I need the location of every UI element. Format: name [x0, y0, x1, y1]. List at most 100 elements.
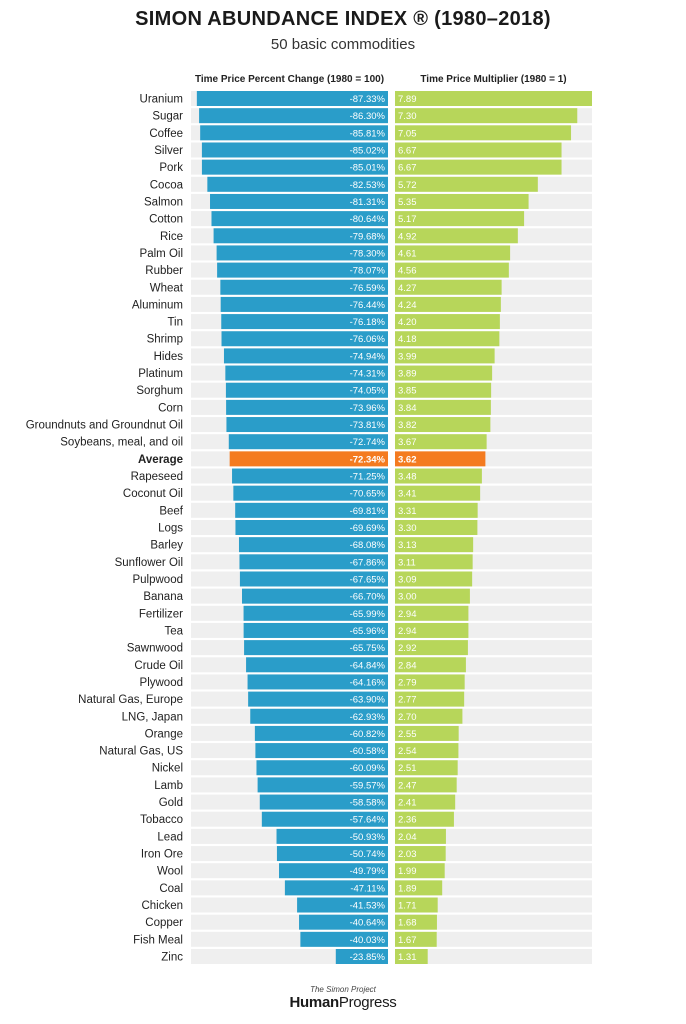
category-label: Lamb: [154, 780, 183, 792]
percent-change-label: -74.05%: [350, 386, 386, 397]
percent-change-bar: [256, 760, 388, 776]
category-label: Tea: [164, 625, 183, 637]
multiplier-bar: [395, 245, 511, 261]
percent-change-label: -40.64%: [350, 918, 386, 929]
percent-change-bar: [221, 331, 388, 347]
multiplier-track: [395, 914, 592, 930]
multiplier-bar: [395, 777, 457, 793]
multiplier-label: 3.89: [398, 369, 417, 380]
multiplier-label: 2.55: [398, 729, 417, 740]
multiplier-track: [395, 949, 592, 964]
multiplier-bar: [395, 554, 473, 570]
multiplier-label: 2.70: [398, 712, 417, 723]
multiplier-label: 1.67: [398, 935, 417, 946]
percent-change-bar: [254, 725, 388, 741]
multiplier-label: 2.47: [398, 780, 417, 791]
percent-change-label: -74.94%: [350, 351, 386, 362]
percent-change-bar: [225, 365, 388, 381]
category-label: Pulpwood: [132, 574, 183, 586]
percent-change-bar: [225, 382, 388, 398]
percent-change-label: -40.03%: [350, 935, 386, 946]
multiplier-label: 1.68: [398, 918, 417, 929]
multiplier-bar: [395, 279, 502, 295]
category-label: Hides: [154, 351, 184, 363]
percent-change-label: -58.58%: [350, 798, 386, 809]
category-label: Tin: [167, 317, 183, 329]
category-label: Barley: [150, 540, 183, 552]
category-label: Pork: [159, 162, 183, 174]
percent-change-label: -79.68%: [350, 231, 386, 242]
multiplier-bar: [395, 622, 469, 638]
percent-change-bar: [243, 605, 388, 621]
percent-change-bar: [257, 777, 388, 793]
category-label: Coconut Oil: [123, 488, 183, 500]
multiplier-bar: [395, 725, 459, 741]
multiplier-label: 7.30: [398, 111, 417, 122]
percent-change-bar: [239, 554, 388, 570]
percent-change-bar: [220, 279, 388, 295]
percent-change-bar: [284, 880, 388, 896]
multiplier-label: 5.35: [398, 197, 417, 208]
multiplier-bar: [395, 193, 529, 209]
multiplier-bar: [395, 811, 454, 827]
multiplier-bar: [395, 674, 465, 690]
percent-change-bar: [276, 828, 388, 844]
percent-change-label: -67.65%: [350, 574, 386, 585]
multiplier-bar: [395, 176, 538, 192]
category-label: Gold: [159, 797, 183, 809]
multiplier-bar: [395, 537, 474, 553]
percent-change-label: -74.31%: [350, 369, 386, 380]
category-label: Rice: [160, 231, 183, 243]
multiplier-bar: [395, 520, 478, 535]
category-label: Logs: [158, 523, 183, 535]
category-label: Nickel: [152, 763, 183, 775]
percent-change-bar: [243, 622, 388, 638]
percent-change-bar: [196, 91, 388, 106]
percent-change-bar: [228, 434, 388, 450]
percent-change-label: -47.11%: [350, 883, 385, 894]
percent-change-label: -85.02%: [350, 145, 386, 156]
category-label: Uranium: [140, 94, 183, 106]
multiplier-bar: [395, 502, 478, 518]
category-label: Fish Meal: [133, 934, 183, 946]
multiplier-bar: [395, 949, 428, 964]
percent-change-bar: [235, 502, 388, 518]
category-label: Zinc: [161, 952, 183, 964]
multiplier-label: 3.84: [398, 403, 417, 414]
multiplier-label: 1.31: [398, 952, 417, 963]
percent-change-bar: [279, 863, 388, 879]
multiplier-label: 3.09: [398, 574, 417, 585]
percent-change-label: -82.53%: [350, 180, 386, 191]
category-label: Soybeans, meal, and oil: [60, 437, 183, 449]
multiplier-label: 2.94: [398, 626, 417, 637]
percent-change-bar: [226, 417, 388, 433]
multiplier-label: 5.17: [398, 214, 417, 225]
category-label: Corn: [158, 402, 183, 414]
chart-subtitle: 50 basic commodities: [270, 36, 416, 53]
multiplier-bar: [395, 142, 562, 158]
multiplier-bar: [395, 451, 486, 467]
multiplier-bar: [395, 382, 492, 398]
multiplier-label: 4.24: [398, 300, 417, 311]
multiplier-bar: [395, 365, 493, 381]
category-label: Sunflower Oil: [115, 557, 183, 569]
multiplier-bar: [395, 331, 500, 347]
multiplier-label: 3.85: [398, 386, 417, 397]
percent-change-label: -73.96%: [350, 403, 386, 414]
percent-change-label: -63.90%: [350, 695, 386, 706]
percent-change-label: -23.85%: [350, 952, 386, 963]
multiplier-label: 4.92: [398, 231, 417, 242]
multiplier-label: 3.13: [398, 540, 417, 551]
category-label: Natural Gas, US: [99, 746, 183, 758]
multiplier-header: Time Price Multiplier (1980 = 1): [420, 74, 567, 85]
multiplier-bar: [395, 708, 463, 724]
percent-change-label: -65.75%: [350, 643, 386, 654]
multiplier-label: 4.18: [398, 334, 417, 345]
logo-regular-part: Progress: [338, 994, 397, 1011]
percent-change-label: -76.59%: [350, 283, 386, 294]
multiplier-label: 2.51: [398, 763, 417, 774]
category-label: Average: [138, 454, 183, 466]
multiplier-label: 4.61: [398, 248, 417, 259]
multiplier-label: 2.41: [398, 798, 417, 809]
